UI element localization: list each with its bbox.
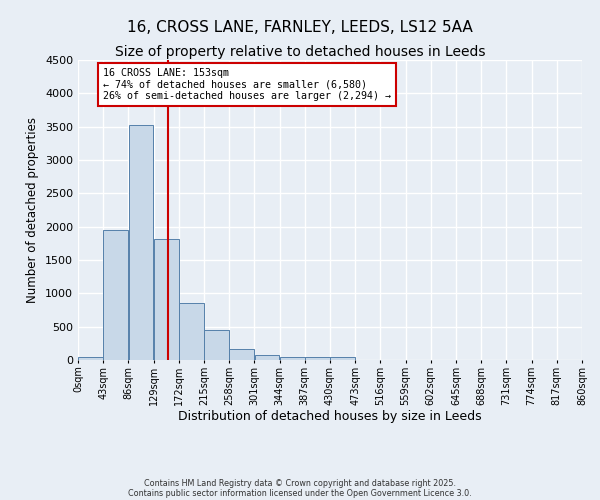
Bar — [280, 356, 305, 360]
Bar — [229, 350, 254, 360]
Bar — [128, 126, 154, 360]
Text: Contains public sector information licensed under the Open Government Licence 3.: Contains public sector information licen… — [128, 488, 472, 498]
Bar — [204, 330, 229, 360]
Y-axis label: Number of detached properties: Number of detached properties — [26, 117, 40, 303]
X-axis label: Distribution of detached houses by size in Leeds: Distribution of detached houses by size … — [178, 410, 482, 424]
Bar — [179, 304, 204, 360]
Text: 16, CROSS LANE, FARNLEY, LEEDS, LS12 5AA: 16, CROSS LANE, FARNLEY, LEEDS, LS12 5AA — [127, 20, 473, 35]
Bar — [78, 356, 103, 360]
Text: 16 CROSS LANE: 153sqm
← 74% of detached houses are smaller (6,580)
26% of semi-d: 16 CROSS LANE: 153sqm ← 74% of detached … — [103, 68, 391, 101]
Bar — [305, 358, 330, 360]
Bar — [154, 238, 179, 360]
Bar — [330, 358, 355, 360]
Text: Size of property relative to detached houses in Leeds: Size of property relative to detached ho… — [115, 45, 485, 59]
Bar — [254, 354, 280, 360]
Bar — [103, 230, 128, 360]
Text: Contains HM Land Registry data © Crown copyright and database right 2025.: Contains HM Land Registry data © Crown c… — [144, 478, 456, 488]
